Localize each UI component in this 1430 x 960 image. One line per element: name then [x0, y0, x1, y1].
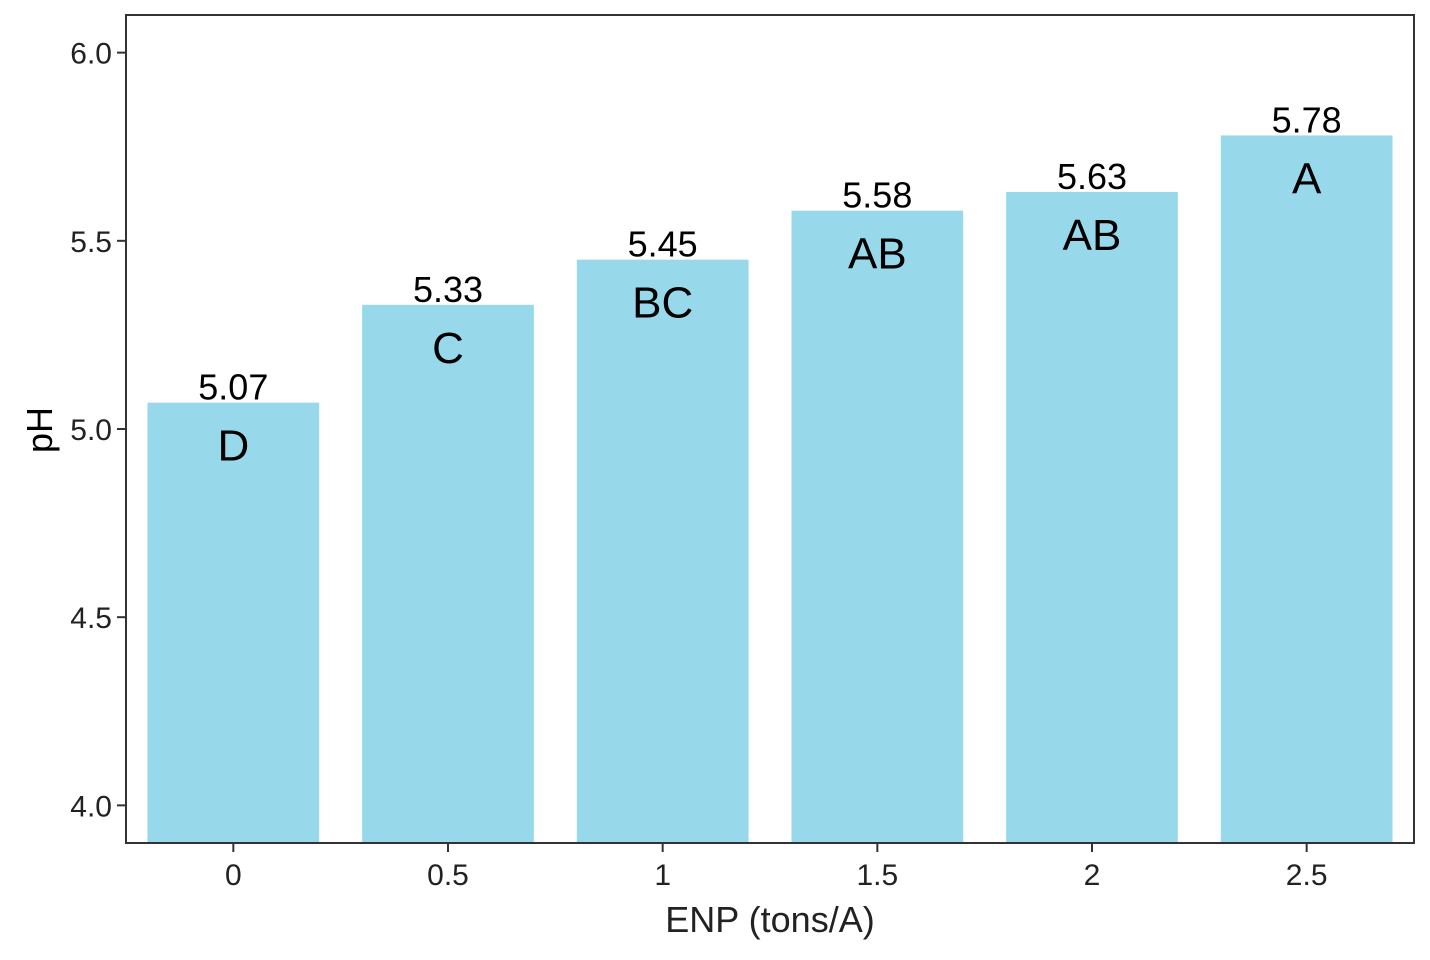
value-label: 5.33	[413, 269, 483, 310]
y-tick-label: 5.5	[70, 226, 112, 259]
bar-labels-layer: 5.07 D 5.33 C 5.45 BC 5.58 AB 5.63 AB 5.78 A	[198, 99, 1341, 470]
y-tick-label: 5.0	[70, 414, 112, 447]
bar-0.5	[362, 304, 534, 843]
bar-1	[576, 259, 749, 843]
bar-1.5	[791, 210, 964, 843]
y-tick-label: 4.0	[70, 790, 112, 823]
x-tick-label: 0.5	[427, 859, 469, 892]
x-tick-label: 2	[1084, 859, 1101, 892]
value-label: 5.07	[198, 367, 268, 408]
bar-2	[1006, 191, 1178, 843]
y-tick-label: 4.5	[70, 602, 112, 635]
x-tick-label: 1.5	[856, 859, 898, 892]
value-label: 5.58	[842, 175, 912, 216]
x-tick-label: 2.5	[1286, 859, 1328, 892]
value-label: 5.45	[628, 224, 698, 265]
value-label: 5.78	[1272, 99, 1342, 140]
group-letter-label: D	[217, 422, 249, 471]
y-tick-label: 6.0	[70, 38, 112, 71]
bar-0	[147, 402, 320, 843]
y-axis: 4.0 4.5 5.0 5.5 6.0	[70, 38, 126, 823]
group-letter-label: A	[1292, 154, 1322, 203]
x-axis-title: ENP (tons/A)	[665, 899, 874, 940]
bars-layer	[147, 135, 1393, 843]
group-letter-label: BC	[632, 279, 693, 328]
x-tick-label: 0	[225, 859, 242, 892]
y-axis-title: pH	[19, 407, 60, 453]
group-letter-label: AB	[848, 230, 907, 279]
bar-2.5	[1220, 135, 1393, 843]
group-letter-label: AB	[1063, 211, 1122, 260]
group-letter-label: C	[432, 324, 464, 373]
x-axis: 0 0.5 1 1.5 2 2.5	[225, 843, 1328, 892]
x-tick-label: 1	[654, 859, 671, 892]
value-label: 5.63	[1057, 156, 1127, 197]
